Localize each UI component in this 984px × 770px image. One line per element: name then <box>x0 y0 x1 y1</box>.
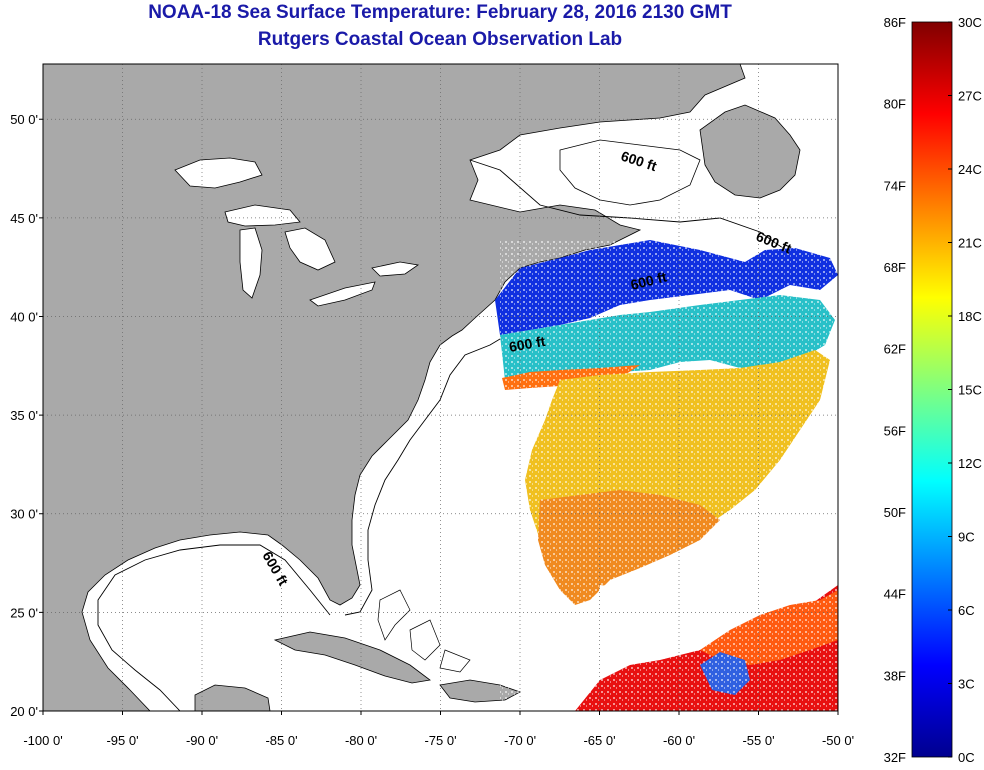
land-north-america <box>43 64 746 711</box>
colorbar-celsius-label: 9C <box>958 530 975 545</box>
colorbar-fahrenheit-label: 68F <box>884 260 906 275</box>
latitude-tick-label: 30 0' <box>10 507 38 522</box>
lake-michigan <box>239 227 263 299</box>
longitude-tick-label: -95 0' <box>106 733 138 748</box>
longitude-tick-label: -55 0' <box>742 733 774 748</box>
isobath-label: 600 ft <box>508 333 547 355</box>
longitude-tick-label: -75 0' <box>424 733 456 748</box>
latitude-tick-label: 45 0' <box>10 211 38 226</box>
map-title: NOAA-18 Sea Surface Temperature: Februar… <box>148 2 732 23</box>
colorbar-fahrenheit-label: 74F <box>884 178 906 193</box>
colorbar-fahrenheit-scale: 86F 80F 74F 68F 62F 56F 50F 44F 38F 32F <box>884 15 906 765</box>
latitude-axis: 50 0' 45 0' 40 0' 35 0' 30 0' 25 0' 20 0' <box>10 112 43 719</box>
map-graticule <box>43 64 838 711</box>
lake-ontario <box>371 261 420 277</box>
longitude-tick-label: -85 0' <box>265 733 297 748</box>
colorbar-celsius-label: 24C <box>958 162 982 177</box>
longitude-tick-label: -70 0' <box>504 733 536 748</box>
colorbar-celsius-label: 6C <box>958 603 975 618</box>
hudson-bay <box>174 157 263 189</box>
latitude-tick-label: 35 0' <box>10 408 38 423</box>
land-yucatan <box>194 684 271 711</box>
map-subtitle: Rutgers Coastal Ocean Observation Lab <box>257 29 623 50</box>
colorbar-fahrenheit-label: 86F <box>884 15 906 30</box>
colorbar <box>911 21 953 758</box>
colorbar-celsius-label: 30C <box>958 15 982 30</box>
lake-erie <box>309 281 376 307</box>
colorbar-fahrenheit-label: 50F <box>884 505 906 520</box>
bahamas-banks <box>377 589 471 673</box>
latitude-tick-label: 20 0' <box>10 704 38 719</box>
colorbar-fahrenheit-label: 32F <box>884 750 906 765</box>
colorbar-fahrenheit-label: 80F <box>884 97 906 112</box>
colorbar-fahrenheit-label: 38F <box>884 668 906 683</box>
colorbar-celsius-scale: 30C 27C 24C 21C 18C 15C 12C 9C 6C 3C 0C <box>948 15 982 765</box>
land-cuba <box>273 631 431 684</box>
lake-huron <box>284 227 336 271</box>
longitude-tick-label: -80 0' <box>345 733 377 748</box>
isobath-600ft-line <box>97 159 801 711</box>
colorbar-fahrenheit-label: 44F <box>884 587 906 602</box>
longitude-tick-label: -65 0' <box>583 733 615 748</box>
longitude-tick-label: -60 0' <box>663 733 695 748</box>
latitude-tick-label: 50 0' <box>10 112 38 127</box>
colorbar-celsius-label: 21C <box>958 236 982 251</box>
longitude-tick-label: -50 0' <box>822 733 854 748</box>
latitude-tick-label: 25 0' <box>10 605 38 620</box>
colorbar-celsius-label: 0C <box>958 750 975 765</box>
colorbar-celsius-label: 15C <box>958 383 982 398</box>
land-newfoundland <box>699 104 801 199</box>
longitude-tick-label: -100 0' <box>23 733 62 748</box>
latitude-tick-label: 40 0' <box>10 309 38 324</box>
gulf-st-lawrence <box>559 139 701 206</box>
colorbar-celsius-label: 27C <box>958 89 982 104</box>
colorbar-fahrenheit-label: 56F <box>884 423 906 438</box>
sst-cloud-gap <box>590 555 838 660</box>
colorbar-celsius-label: 18C <box>958 309 982 324</box>
colorbar-fahrenheit-label: 62F <box>884 342 906 357</box>
colorbar-celsius-label: 3C <box>958 677 975 692</box>
longitude-axis: -100 0' -95 0' -90 0' -85 0' -80 0' -75 0' -70… <box>23 711 854 748</box>
longitude-tick-label: -90 0' <box>186 733 218 748</box>
colorbar-celsius-label: 12C <box>958 456 982 471</box>
